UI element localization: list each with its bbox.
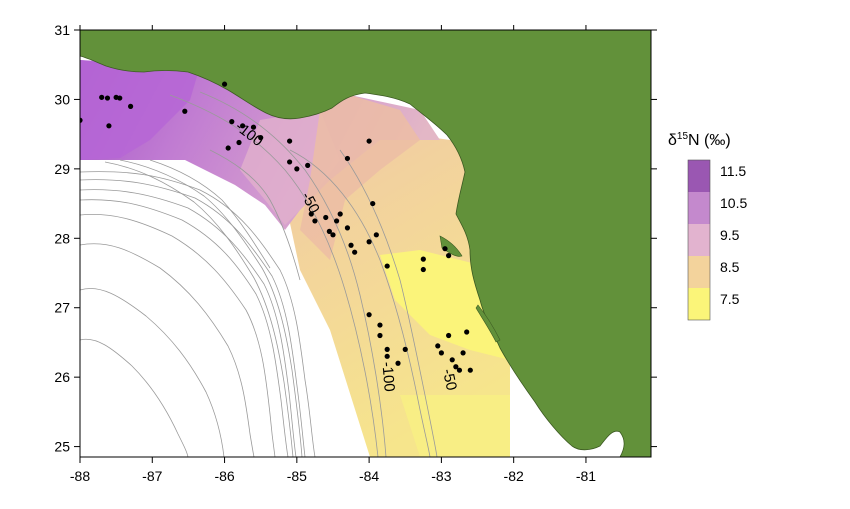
sample-point [182, 108, 188, 114]
sample-point [106, 123, 112, 129]
legend-swatch [688, 288, 710, 320]
legend-title: δ15N (‰) [668, 131, 731, 149]
florida-landmass [80, 30, 651, 457]
sample-point [287, 138, 293, 144]
sample-point [467, 367, 473, 373]
legend-swatches: 11.5 10.5 9.5 8.5 7.5 [687, 159, 747, 321]
sample-point [395, 360, 401, 366]
sample-point [373, 232, 379, 238]
field-yellow-south [400, 395, 510, 457]
sample-point [370, 200, 376, 207]
legend-label: 7.5 [720, 291, 740, 307]
sample-point [384, 346, 390, 352]
y-tick-label: 27 [54, 300, 70, 316]
sample-point [446, 332, 452, 339]
x-tick-label: -82 [504, 468, 524, 484]
sample-point [127, 103, 134, 109]
sample-point [366, 312, 372, 318]
legend-label: 11.5 [720, 163, 746, 179]
sample-point [333, 218, 340, 224]
sample-point [344, 225, 351, 231]
sample-point [312, 218, 318, 224]
sample-point [221, 81, 228, 87]
field-purple-core [80, 60, 200, 160]
sample-point [464, 329, 470, 335]
x-tick-label: -84 [359, 468, 379, 484]
legend-label: 9.5 [720, 227, 740, 243]
sample-point [240, 123, 246, 129]
land-mass [80, 30, 651, 457]
contour-label: -50 [439, 367, 460, 392]
sample-point [330, 232, 336, 238]
y-tick-label: 30 [54, 91, 70, 107]
legend-label: 8.5 [720, 259, 740, 275]
sample-point [250, 124, 257, 130]
sample-point [337, 211, 343, 217]
sample-point [348, 242, 354, 248]
sample-point [366, 239, 372, 245]
cape-point [475, 304, 501, 343]
legend-swatch [688, 224, 710, 256]
bathymetry-contours [80, 91, 438, 457]
sample-point [420, 266, 426, 273]
sample-point [326, 228, 332, 234]
y-tick-label: 31 [54, 22, 70, 38]
x-tick-label: -83 [431, 468, 451, 484]
sample-point [402, 346, 408, 352]
legend-outline [687, 159, 711, 321]
legend-swatch [688, 192, 710, 224]
sample-point [308, 211, 314, 217]
legend-swatch [688, 160, 710, 192]
sample-point [420, 256, 426, 262]
sample-point [377, 322, 383, 328]
sample-point [104, 95, 111, 101]
sample-point [446, 253, 452, 259]
y-tick-label: 25 [54, 439, 70, 455]
sample-point [377, 332, 383, 339]
sample-point [294, 166, 300, 172]
sample-point [225, 145, 231, 151]
contour-label: -100 [378, 361, 398, 392]
field-salmon-band [300, 95, 420, 260]
sample-point [449, 357, 455, 363]
sample-point [229, 119, 235, 125]
sample-point [99, 94, 105, 100]
sample-point [435, 343, 441, 349]
x-tick-label: -86 [214, 468, 234, 484]
sample-point [344, 155, 351, 162]
sample-point [80, 117, 83, 123]
x-tick-label: -81 [576, 468, 596, 484]
sample-point [453, 364, 459, 370]
legend-swatch [688, 256, 710, 288]
sample-point [384, 353, 390, 359]
y-tick-label: 29 [54, 161, 70, 177]
legend-label: 10.5 [720, 195, 747, 211]
y-axis: 31 30 29 28 27 26 25 [54, 22, 657, 455]
x-tick-label: -88 [70, 468, 90, 484]
x-axis: -88 -87 -86 -85 -84 -83 -82 -81 [70, 25, 596, 484]
field-pink-band [240, 110, 340, 225]
sample-point [236, 139, 242, 146]
sample-point [438, 350, 444, 356]
sample-point [323, 214, 329, 221]
legend: δ15N (‰) 11.5 10.5 9.5 8.5 7.5 [668, 131, 747, 321]
sample-points [80, 81, 473, 373]
sample-point [287, 159, 293, 165]
sample-point [384, 263, 390, 269]
sample-point [305, 162, 311, 168]
y-tick-label: 26 [54, 369, 70, 385]
sample-point [460, 350, 466, 356]
sample-point [258, 135, 264, 141]
sample-point [352, 249, 358, 255]
map-frame [79, 29, 652, 458]
x-tick-label: -87 [142, 468, 162, 484]
sample-point [366, 138, 372, 144]
sample-point [442, 246, 448, 252]
sample-point [456, 367, 463, 373]
sample-point [117, 95, 123, 101]
x-tick-label: -85 [287, 468, 307, 484]
y-tick-label: 28 [54, 230, 70, 246]
